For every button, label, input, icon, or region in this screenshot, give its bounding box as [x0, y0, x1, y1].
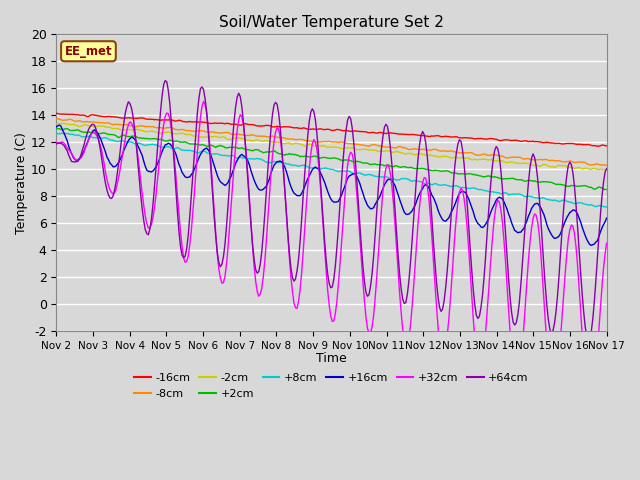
-16cm	[244, 121, 252, 127]
+32cm	[294, 299, 302, 304]
-8cm	[294, 136, 302, 142]
-2cm	[218, 134, 226, 140]
+64cm	[161, 78, 169, 84]
+2cm	[601, 187, 609, 192]
-8cm	[246, 133, 253, 139]
+2cm	[244, 147, 252, 153]
+16cm	[588, 242, 595, 248]
Y-axis label: Temperature (C): Temperature (C)	[15, 132, 28, 234]
+32cm	[246, 197, 253, 203]
-8cm	[603, 162, 611, 168]
-16cm	[216, 120, 224, 126]
-8cm	[236, 132, 244, 138]
+32cm	[603, 240, 611, 246]
+8cm	[244, 156, 252, 161]
+8cm	[293, 163, 301, 168]
Line: -16cm: -16cm	[56, 113, 607, 146]
-2cm	[294, 141, 302, 146]
+64cm	[294, 256, 302, 262]
+64cm	[584, 338, 592, 344]
+16cm	[122, 144, 129, 150]
+8cm	[52, 130, 60, 136]
X-axis label: Time: Time	[316, 352, 347, 365]
+8cm	[572, 201, 580, 206]
+32cm	[52, 140, 60, 145]
-2cm	[246, 137, 253, 143]
-16cm	[293, 125, 301, 131]
+64cm	[236, 94, 244, 100]
+32cm	[200, 98, 207, 104]
Title: Soil/Water Temperature Set 2: Soil/Water Temperature Set 2	[219, 15, 444, 30]
+32cm	[586, 404, 594, 409]
-16cm	[603, 143, 611, 149]
-2cm	[57, 120, 65, 126]
Line: -2cm: -2cm	[56, 123, 607, 170]
+16cm	[56, 122, 63, 128]
+32cm	[573, 262, 581, 267]
Line: +64cm: +64cm	[56, 81, 607, 341]
+64cm	[246, 202, 253, 208]
Text: EE_met: EE_met	[65, 45, 112, 58]
+16cm	[236, 153, 244, 158]
-16cm	[52, 110, 60, 116]
+32cm	[218, 280, 226, 286]
+2cm	[216, 143, 224, 148]
-16cm	[235, 122, 243, 128]
+16cm	[218, 180, 226, 186]
+8cm	[235, 155, 243, 161]
Line: +16cm: +16cm	[56, 125, 607, 245]
-2cm	[236, 135, 244, 141]
+16cm	[52, 124, 60, 130]
+2cm	[52, 125, 60, 131]
-16cm	[120, 115, 127, 121]
Line: +8cm: +8cm	[56, 133, 607, 207]
+8cm	[216, 152, 224, 158]
Legend: -16cm, -8cm, -2cm, +2cm, +8cm, +16cm, +32cm, +64cm: -16cm, -8cm, -2cm, +2cm, +8cm, +16cm, +3…	[130, 369, 533, 403]
+8cm	[120, 138, 127, 144]
-16cm	[572, 141, 580, 147]
+64cm	[603, 166, 611, 171]
+32cm	[236, 112, 244, 118]
+2cm	[293, 152, 301, 158]
-8cm	[54, 116, 61, 122]
+64cm	[52, 141, 60, 147]
+2cm	[603, 187, 611, 192]
+16cm	[246, 162, 253, 168]
-8cm	[52, 116, 60, 122]
-2cm	[603, 167, 611, 173]
-8cm	[218, 130, 226, 136]
+16cm	[573, 211, 581, 217]
+32cm	[120, 144, 127, 150]
Line: -8cm: -8cm	[56, 119, 607, 165]
-2cm	[52, 121, 60, 127]
+64cm	[573, 223, 581, 229]
+2cm	[235, 145, 243, 151]
+16cm	[603, 215, 611, 221]
+64cm	[218, 262, 226, 267]
+16cm	[294, 193, 302, 199]
+64cm	[120, 120, 127, 126]
Line: +32cm: +32cm	[56, 101, 607, 407]
-8cm	[122, 122, 129, 128]
-16cm	[593, 144, 601, 149]
+2cm	[120, 132, 127, 138]
Line: +2cm: +2cm	[56, 128, 607, 190]
+2cm	[572, 183, 580, 189]
-8cm	[573, 159, 581, 165]
+8cm	[603, 204, 611, 210]
-2cm	[573, 165, 581, 171]
-2cm	[122, 127, 129, 133]
